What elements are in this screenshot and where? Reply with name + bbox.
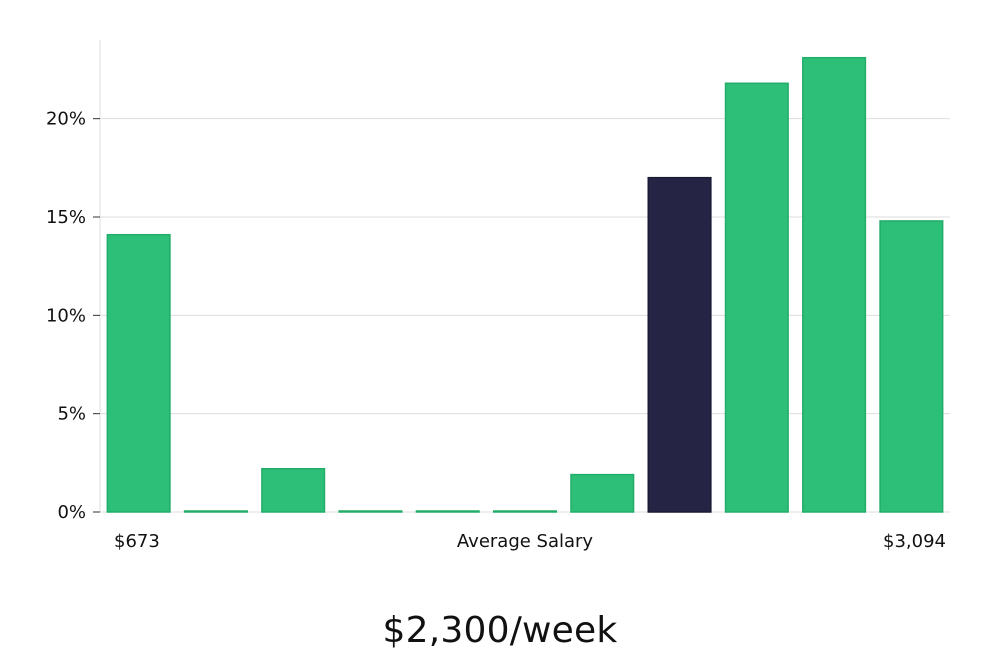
bars — [106, 56, 944, 513]
y-tick-label: 15% — [46, 207, 86, 228]
bar — [106, 233, 171, 513]
bar — [338, 510, 403, 513]
y-tick-label: 0% — [57, 502, 86, 523]
x-max-label: $3,094 — [883, 531, 946, 552]
y-tick-label: 5% — [57, 404, 86, 425]
bar — [879, 220, 944, 513]
bar — [492, 510, 558, 513]
bar — [724, 82, 789, 513]
bar — [183, 510, 248, 513]
x-min-label: $673 — [114, 531, 160, 552]
bar-highlighted — [647, 176, 712, 513]
y-axis-ticks: 0% 5% 10% 15% 20% — [46, 109, 100, 523]
average-salary-headline: $2,300/week — [382, 610, 618, 651]
x-axis-title: Average Salary — [457, 531, 594, 552]
bar — [802, 56, 867, 513]
bar — [415, 510, 480, 513]
y-tick-label: 10% — [46, 305, 86, 326]
bar — [261, 467, 326, 513]
y-tick-label: 20% — [46, 109, 86, 130]
bar — [570, 473, 635, 513]
